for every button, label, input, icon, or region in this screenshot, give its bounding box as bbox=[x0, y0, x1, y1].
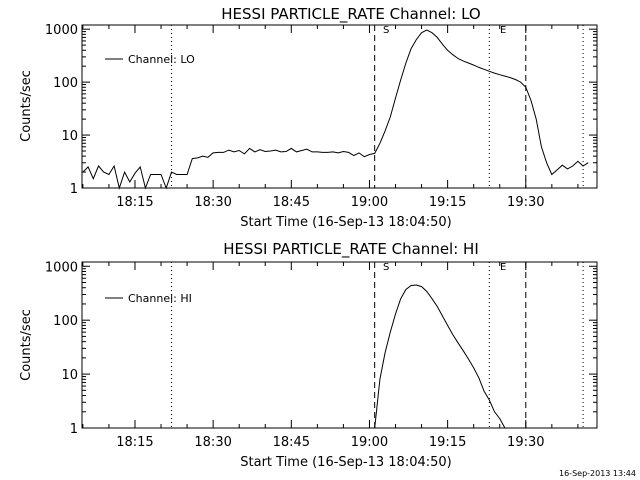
panel-hi: HESSI PARTICLE_RATE Channel: HI 1 10 100 10… bbox=[19, 240, 598, 470]
chart-title: HESSI PARTICLE_RATE Channel: LO bbox=[221, 5, 480, 24]
series-line bbox=[82, 29, 589, 190]
x-axis-label: Start Time (16-Sep-13 18:04:50) bbox=[240, 215, 451, 230]
y-tick-label: 1000 bbox=[45, 260, 78, 275]
plot-frame bbox=[81, 261, 598, 429]
y-tick-label: 10 bbox=[61, 368, 78, 383]
plot-frame bbox=[81, 24, 598, 189]
y-tick-label: 10 bbox=[61, 129, 78, 144]
panel-lo: HESSI PARTICLE_RATE Channel: LO 1 10 100 10… bbox=[19, 5, 598, 230]
series-line bbox=[374, 284, 506, 429]
x-tick-label: 19:30 bbox=[507, 195, 544, 210]
timestamp: 16-Sep-2013 13:44 bbox=[559, 469, 636, 478]
x-tick-label: 19:15 bbox=[429, 195, 466, 210]
y-tick-label: 1 bbox=[70, 182, 78, 197]
y-tick-label: 100 bbox=[53, 314, 78, 329]
legend-label: Channel: HI bbox=[128, 292, 192, 305]
x-tick-label: 18:45 bbox=[273, 195, 310, 210]
x-tick-label: 19:30 bbox=[507, 435, 544, 450]
chart-title: HESSI PARTICLE_RATE Channel: HI bbox=[223, 240, 479, 259]
legend-label: Channel: LO bbox=[128, 53, 195, 66]
end-marker-label: E bbox=[500, 25, 506, 36]
start-marker-label: S bbox=[383, 25, 389, 36]
x-tick-label: 18:30 bbox=[194, 195, 231, 210]
x-tick-label: 18:45 bbox=[273, 435, 310, 450]
x-tick-label: 19:00 bbox=[351, 435, 388, 450]
x-tick-label: 18:15 bbox=[116, 435, 153, 450]
start-marker-label: S bbox=[383, 262, 389, 273]
end-marker-label: E bbox=[500, 262, 506, 273]
y-axis-label: Counts/sec bbox=[19, 309, 34, 381]
x-tick-label: 19:00 bbox=[351, 195, 388, 210]
x-tick-label: 18:15 bbox=[116, 195, 153, 210]
x-tick-label: 18:30 bbox=[194, 435, 231, 450]
x-axis-label: Start Time (16-Sep-13 18:04:50) bbox=[240, 455, 451, 470]
x-tick-label: 19:15 bbox=[429, 435, 466, 450]
y-axis-label: Counts/sec bbox=[19, 70, 34, 142]
y-tick-label: 100 bbox=[53, 76, 78, 91]
y-tick-label: 1 bbox=[70, 422, 78, 437]
y-tick-label: 1000 bbox=[45, 23, 78, 38]
